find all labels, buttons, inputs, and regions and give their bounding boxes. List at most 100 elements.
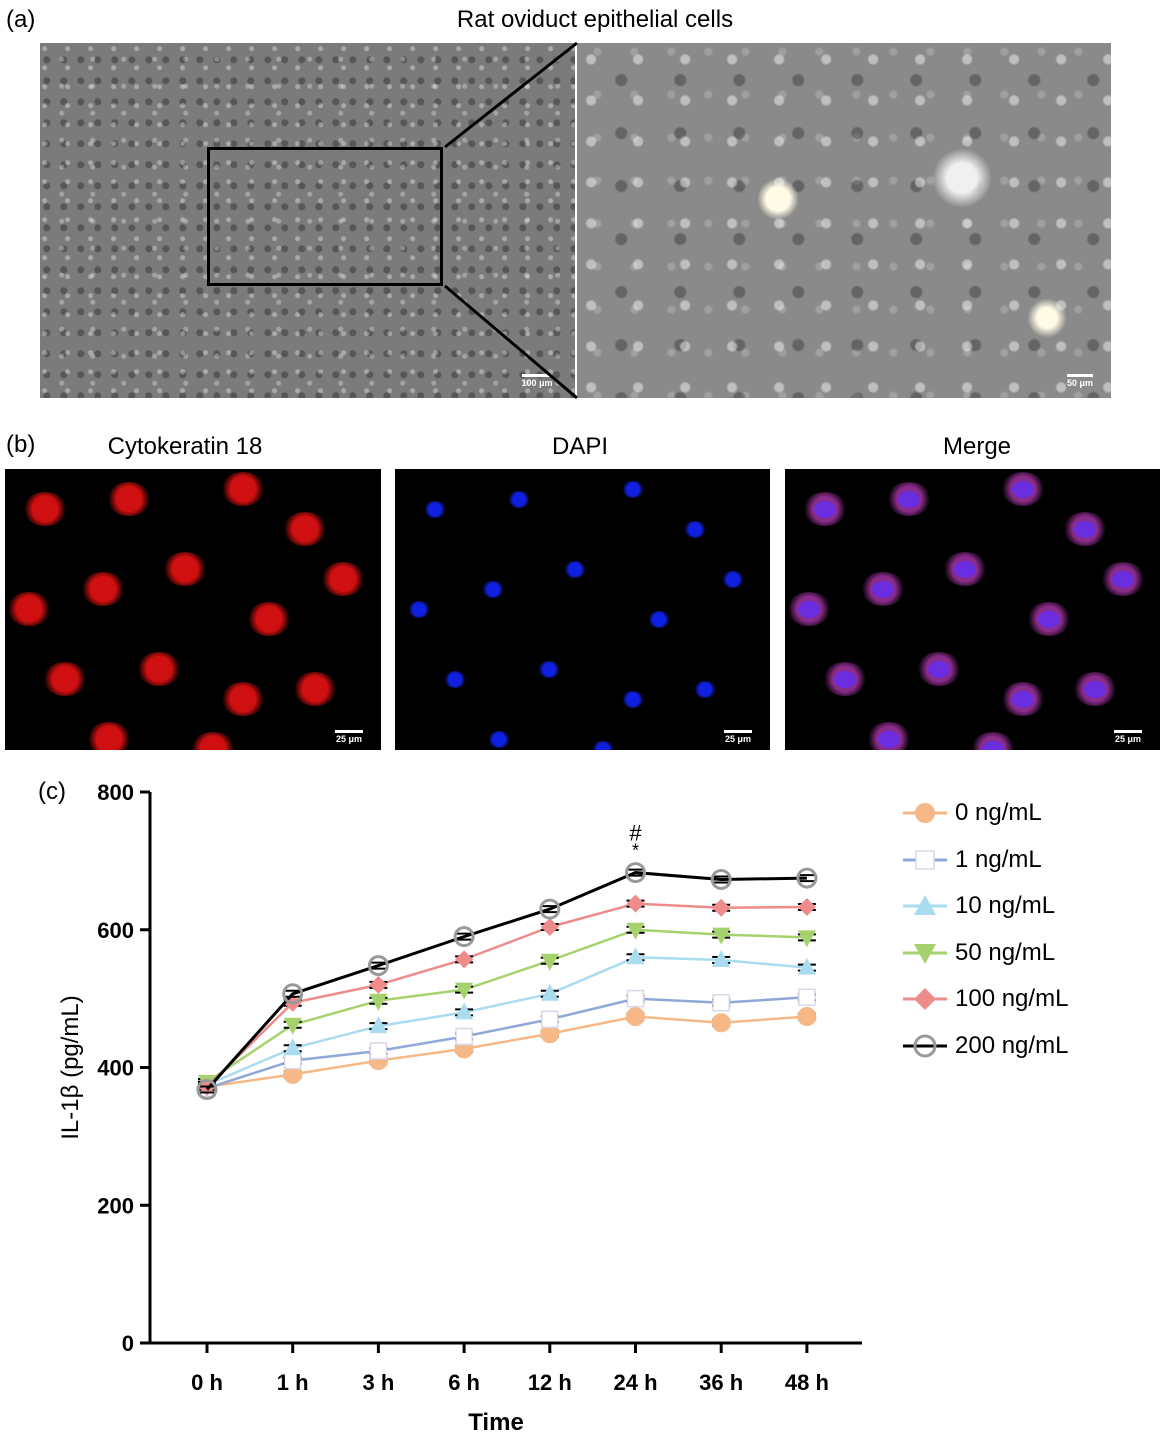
y-axis-label: IL-1β (pg/mL) <box>57 995 84 1140</box>
data-point-200-ng-ml <box>282 983 304 1005</box>
fluorescence-merge: 25 μm <box>785 469 1160 750</box>
data-point-10-ng-ml <box>369 1016 388 1034</box>
nucleus <box>622 480 644 498</box>
data-point-0-ng-ml <box>626 1007 645 1027</box>
cell <box>107 482 151 516</box>
data-point-50-ng-ml <box>540 953 559 971</box>
legend-label: 200 ng/mL <box>955 1031 1069 1059</box>
series-line-1-ng-ml <box>206 996 807 1090</box>
data-point-100-ng-ml <box>712 898 731 917</box>
series-line-100-ng-ml <box>206 902 807 1088</box>
data-point-100-ng-ml <box>797 898 816 917</box>
panel-c-letter: (c) <box>38 778 66 805</box>
series-line-0-ng-ml <box>206 1015 807 1089</box>
data-point-1-ng-ml <box>455 1027 473 1046</box>
legend-label: 1 ng/mL <box>955 845 1042 873</box>
legend-marker <box>914 988 936 1010</box>
data-point-50-ng-ml <box>369 993 388 1011</box>
nucleus <box>1084 681 1106 698</box>
nucleus <box>1012 691 1034 708</box>
data-point-50-ng-ml <box>283 1017 302 1035</box>
data-point-10-ng-ml <box>540 983 559 1001</box>
legend-label: 50 ng/mL <box>955 938 1056 966</box>
data-point-1-ng-ml <box>626 989 645 1008</box>
series-line-10-ng-ml <box>206 956 808 1086</box>
legend-swatch <box>903 943 947 964</box>
cell <box>293 672 337 706</box>
nucleus <box>482 580 504 598</box>
nucleus <box>814 501 836 518</box>
nucleus <box>684 520 706 538</box>
legend-item-50-ng-ml: 50 ng/mL <box>900 938 1140 968</box>
panel-b-label-merge: Merge <box>942 433 1012 460</box>
legend-swatch <box>903 803 947 823</box>
data-point-10-ng-ml <box>455 1002 474 1020</box>
y-tick-label: 200 <box>97 1193 134 1218</box>
nucleus <box>488 730 510 748</box>
data-point-100-ng-ml <box>540 917 559 936</box>
legend-item-100-ng-ml: 100 ng/mL <box>900 984 1140 1014</box>
data-point-100-ng-ml <box>626 894 645 913</box>
panel-a-title: Rat oviduct epithelial cells <box>456 6 734 33</box>
x-tick-label: 6 h <box>448 1370 480 1395</box>
bright-cell-cluster <box>932 148 992 208</box>
data-point-0-ng-ml <box>711 1013 731 1033</box>
chart-legend: 0 ng/mL 1 ng/mL 10 ng/mL 50 ng/mL 100 ng/mL 2… <box>900 798 1150 1078</box>
legend-swatch <box>903 988 947 1010</box>
x-tick-label: 24 h <box>613 1370 657 1395</box>
nucleus <box>834 671 856 688</box>
inset-box <box>207 147 443 286</box>
data-point-1-ng-ml <box>798 988 816 1006</box>
significance-mark: * <box>632 841 639 861</box>
legend-item-10-ng-ml: 10 ng/mL <box>900 891 1140 921</box>
cell <box>321 562 365 596</box>
data-point-100-ng-ml <box>369 975 388 994</box>
legend-marker <box>914 943 936 964</box>
legend-item-1-ng-ml: 1 ng/mL <box>900 845 1140 875</box>
y-tick-label: 400 <box>97 1056 134 1081</box>
nucleus <box>1038 611 1060 628</box>
data-point-200-ng-ml <box>796 867 818 889</box>
nucleus <box>878 731 900 748</box>
significance-mark: # <box>629 821 642 846</box>
cell <box>7 592 51 626</box>
nucleus <box>798 601 820 618</box>
zoom-lines <box>444 41 578 400</box>
x-tick-label: 1 h <box>277 1370 309 1395</box>
cell <box>221 472 265 506</box>
x-tick-label: 0 h <box>191 1370 223 1395</box>
data-point-10-ng-ml <box>626 947 645 965</box>
nucleus <box>954 561 976 578</box>
x-tick-label: 12 h <box>528 1370 572 1395</box>
scale-label: 25 μm <box>335 734 363 744</box>
data-point-200-ng-ml <box>539 898 561 920</box>
legend-marker <box>915 803 935 823</box>
data-point-50-ng-ml <box>455 982 474 1000</box>
x-tick-label: 36 h <box>699 1370 743 1395</box>
panel-b-label-dapi: DAPI <box>551 433 608 460</box>
legend-swatch <box>903 1034 947 1057</box>
legend-item-0-ng-ml: 0 ng/mL <box>900 798 1140 828</box>
nucleus <box>648 610 670 628</box>
data-point-200-ng-ml <box>625 862 646 884</box>
y-tick-label: 0 <box>122 1331 134 1356</box>
data-point-200-ng-ml <box>710 868 732 890</box>
x-axis-label: Time <box>468 1409 524 1436</box>
fluorescence-dapi: 25 μm <box>395 469 770 750</box>
nucleus <box>622 690 644 708</box>
data-point-0-ng-ml <box>797 1007 817 1027</box>
nucleus <box>564 560 586 578</box>
legend-marker <box>914 895 936 915</box>
x-tick-label: 48 h <box>785 1370 829 1395</box>
nucleus <box>592 740 614 750</box>
cell <box>247 602 291 636</box>
scale-label: 100 μm <box>521 378 553 388</box>
nucleus <box>538 660 560 678</box>
scale-bar-zoom: 50 μm <box>1063 374 1097 388</box>
x-tick-label: 3 h <box>363 1370 395 1395</box>
nucleus <box>408 600 430 618</box>
cell <box>87 722 131 750</box>
data-point-1-ng-ml <box>369 1042 388 1060</box>
nucleus <box>928 661 950 678</box>
cell <box>191 732 235 750</box>
